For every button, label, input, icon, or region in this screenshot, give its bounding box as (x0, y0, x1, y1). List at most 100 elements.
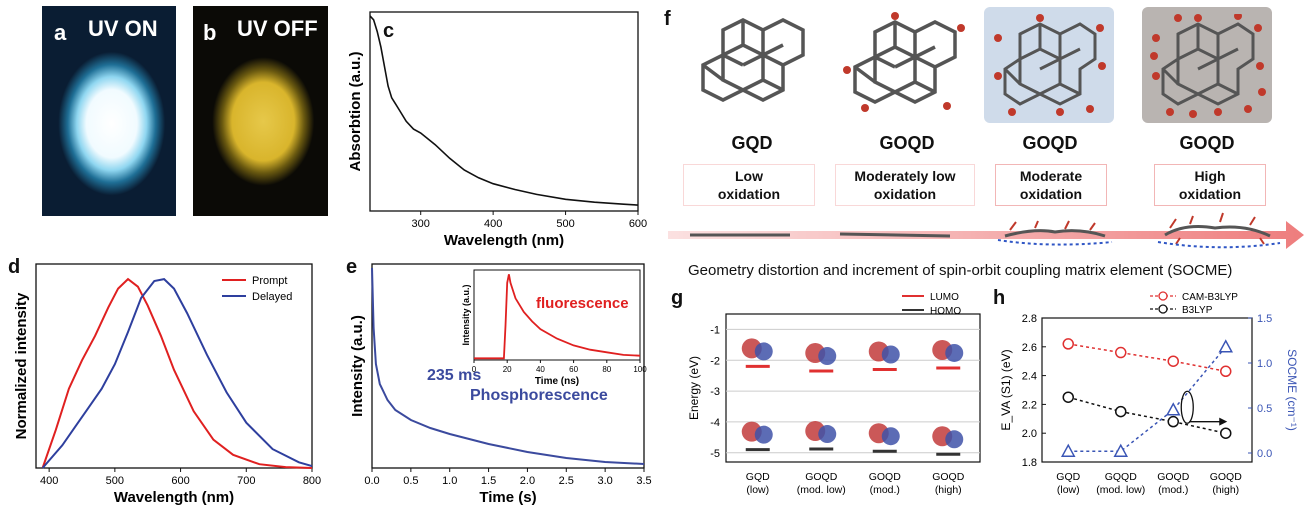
oxidation-box-mod-line1: Moderate (1019, 168, 1083, 184)
inset-frame (473, 269, 641, 361)
plot-frame (371, 263, 645, 469)
category-label: GQQD (1105, 471, 1138, 483)
socme-point (1113, 443, 1129, 457)
goqd-high-molecule (1150, 14, 1266, 118)
x-tick-label: 3.5 (636, 475, 651, 487)
x-tick-label: 2.5 (559, 475, 574, 487)
legend-marker (1158, 304, 1168, 314)
y-axis-label: Intensity (a.u.) (349, 315, 366, 417)
panel-f: GQD GOQD GOQD GOQD Low oxidation Moderate… (660, 0, 1304, 290)
gqd-molecule (701, 18, 805, 102)
y-axis-label: E_VA (S1) (eV) (999, 349, 1013, 430)
y-tick-label: 1.8 (1022, 457, 1037, 469)
orbital-lobe-blue (881, 345, 900, 364)
legend-label-delayed: Delayed (252, 291, 292, 303)
category-label: (mod. low) (797, 484, 846, 496)
molecule-name-4: GOQD (1179, 133, 1235, 153)
series-line-1 (1068, 396, 1226, 434)
panel-f-label: f (664, 8, 671, 30)
y-axis-label: Absorbtion (a.u.) (347, 52, 364, 172)
x-tick-label: 400 (40, 475, 58, 487)
plot-frame (369, 11, 639, 212)
y-tick-label: 2.8 (1022, 313, 1037, 325)
category-label: GOQD (932, 471, 965, 483)
x-tick-label: 3.0 (597, 475, 612, 487)
x-tick-label: 400 (484, 218, 502, 230)
orbital-lobe-blue (945, 430, 964, 449)
molecule-name-3: GOQD (1022, 133, 1078, 153)
uv-on-text: UV ON (88, 16, 158, 41)
axis-indicator-ellipse (1180, 390, 1194, 424)
eva-point (1115, 405, 1127, 418)
category-label: (low) (1057, 484, 1080, 496)
category-label: GOQD (805, 471, 838, 483)
goqd-mod-low-molecule (843, 12, 965, 112)
x-tick-label: 0.5 (403, 475, 418, 487)
goqd-mod-molecule (994, 14, 1106, 116)
legend-label: CAM-B3LYP (1182, 292, 1238, 303)
series-line-prompt (41, 277, 313, 469)
x-tick-label: 2.0 (520, 475, 535, 487)
category-label: (high) (1212, 484, 1239, 496)
legend-label-prompt: Prompt (252, 275, 287, 287)
panel-c-label: c (383, 20, 395, 42)
y-axis-label: Normalized intensity (13, 292, 30, 439)
inset-series-line (474, 274, 641, 360)
category-label: (high) (935, 484, 962, 496)
y-tick-label: 2.6 (1022, 342, 1037, 354)
legend-label-lumo: LUMO (930, 292, 959, 303)
y-tick-label: -1 (710, 324, 720, 336)
x-tick-label: 600 (629, 218, 647, 230)
x-tick-label: 700 (237, 475, 255, 487)
x-tick-label: 1.5 (481, 475, 496, 487)
x-tick-label: 500 (106, 475, 124, 487)
uv-off-photo: b UV OFF (193, 6, 328, 216)
phosphorescence-decay-chart: 0.0 0.5 1.0 1.5 2.0 2.5 3.0 3.5 Time (s) Intensit… (349, 263, 652, 506)
x-axis-label: Wavelength (nm) (444, 232, 564, 249)
category-label: GOQD (869, 471, 902, 483)
series-line-0 (371, 267, 645, 465)
y-tick-label: -2 (710, 355, 720, 367)
absorption-chart: 300 400 500 600 Wavelength (nm) Absorbtion (a… (347, 11, 647, 249)
y2-tick-label: 1.0 (1257, 358, 1272, 370)
socme-point (1218, 339, 1234, 353)
eva-socme-chart: 1.8 2.0 2.2 2.4 2.6 2.8 0.0 0.5 1.0 1.5 E_VA (S1) … (999, 291, 1299, 496)
panel-h-label: h (993, 287, 1006, 309)
eva-point (1115, 346, 1127, 359)
eva-point (1062, 338, 1074, 350)
legend-marker (1158, 291, 1168, 301)
legend-label: B3LYP (1182, 305, 1213, 316)
eva-point (1220, 365, 1232, 378)
panel-a-label: a (54, 20, 67, 45)
panel-e-label: e (346, 256, 358, 278)
y-tick-label: -4 (710, 417, 720, 429)
inset-x-tick-label: 0 (472, 365, 477, 374)
x-axis-label: Time (s) (479, 489, 536, 506)
oxidation-box-mod-low-line2: oxidation (873, 186, 937, 202)
y-tick-label: 2.0 (1022, 428, 1037, 440)
inset-x-tick-label: 80 (602, 365, 611, 374)
y-tick-label: -5 (710, 448, 720, 460)
eva-point (1062, 391, 1074, 403)
category-label: GQD (746, 471, 770, 483)
category-label: GOQD (1210, 471, 1243, 483)
category-label: (low) (746, 484, 769, 496)
category-label: (mod. low) (1096, 484, 1145, 496)
plot-frame (35, 263, 313, 469)
x-tick-label: 500 (556, 218, 574, 230)
category-label: GOQD (1157, 471, 1190, 483)
orbital-lobe-blue (818, 347, 837, 366)
oxidation-box-low-line2: oxidation (717, 186, 781, 202)
y2-tick-label: 0.5 (1257, 403, 1272, 415)
y-tick-label: 2.4 (1022, 371, 1037, 383)
y-tick-label: 2.2 (1022, 399, 1037, 411)
orbital-lobe-blue (754, 342, 773, 361)
series-line-0 (369, 15, 639, 206)
inset-x-tick-label: 20 (503, 365, 512, 374)
plot-frame (1041, 317, 1253, 463)
oxidation-box-high-line1: High (1194, 168, 1226, 184)
socme-point (1165, 402, 1181, 416)
oxidation-box-low-line1: Low (734, 168, 763, 184)
orbital-lobe-blue (754, 425, 773, 444)
